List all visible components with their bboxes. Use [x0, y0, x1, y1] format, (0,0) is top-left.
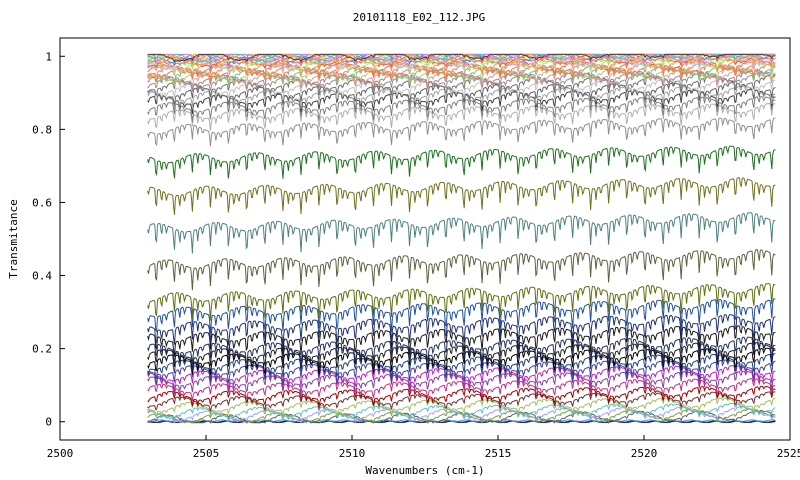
x-tick-label: 2515 [485, 447, 512, 460]
x-tick-label: 2525 [777, 447, 800, 460]
y-tick-label: 0.2 [32, 343, 52, 356]
spectrum-line [147, 397, 776, 417]
spectrum-line [147, 359, 776, 385]
x-tick-label: 2500 [47, 447, 74, 460]
series-layer [147, 53, 776, 425]
spectrum-line [147, 353, 776, 381]
y-tick-label: 0.6 [32, 196, 52, 209]
spectrum-line [147, 95, 776, 122]
spectrum-line [147, 212, 776, 254]
y-tick-label: 1 [45, 50, 52, 63]
spectrum-line [147, 117, 776, 147]
spectrum-line [147, 325, 776, 357]
y-axis-title: Transmitance [7, 199, 20, 278]
y-tick-label: 0.8 [32, 123, 52, 136]
spectrum-line [147, 249, 776, 291]
spectrum-line [147, 365, 776, 390]
spectrum-line [147, 68, 776, 88]
spectrum-line [147, 403, 776, 422]
x-axis-title: Wavenumbers (cm-1) [365, 464, 484, 477]
plot-frame [59, 37, 791, 441]
spectrum-line [147, 145, 776, 179]
spectrum-line [147, 69, 776, 91]
spectrum-line [147, 82, 776, 105]
chart-title: 20101118_E02_112.JPG [353, 11, 485, 24]
spectrum-line [147, 102, 776, 131]
y-tick-label: 0 [45, 416, 52, 429]
spectrum-line [147, 370, 776, 394]
spectrum-line [147, 177, 776, 215]
spectrum-line [147, 298, 776, 335]
spectrum-line [147, 391, 776, 412]
spectrum-line [147, 53, 776, 64]
x-axis-ticks: 2500 2505 2510 2515 2520 2525 [47, 435, 800, 460]
y-tick-label: 0.4 [32, 270, 52, 283]
x-tick-label: 2520 [631, 447, 658, 460]
y-axis-ticks: 0 0.2 0.4 0.6 0.8 1 [32, 50, 65, 429]
spectrum-line [147, 314, 776, 347]
spectrum-line [147, 283, 776, 321]
spectrum-line [147, 408, 776, 425]
spectrum-line [147, 378, 776, 401]
spectrum-line [147, 342, 776, 372]
spectrum-line [147, 347, 776, 375]
spectrum-line [147, 336, 776, 366]
spectrum-line [147, 385, 776, 407]
x-tick-label: 2505 [193, 447, 220, 460]
x-tick-label: 2510 [339, 447, 366, 460]
